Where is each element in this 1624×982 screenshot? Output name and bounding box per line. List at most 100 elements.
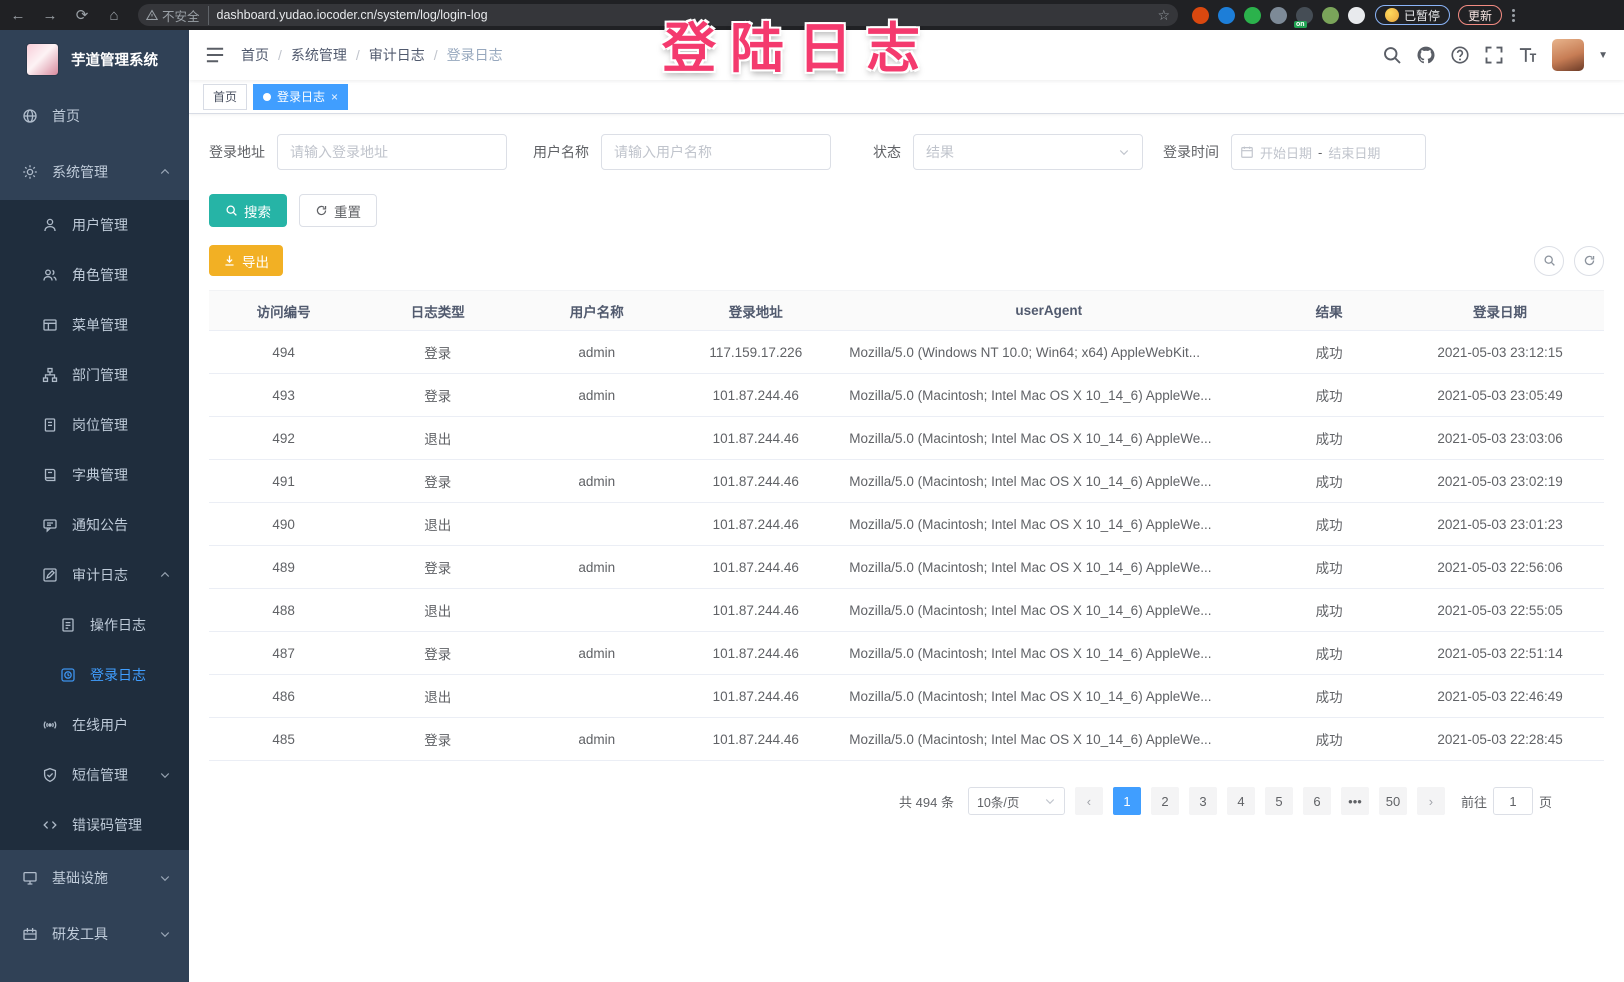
column-header-3: 登录地址 [676, 290, 836, 331]
cell-agent: Mozilla/5.0 (Macintosh; Intel Mac OS X 1… [835, 545, 1263, 589]
infra-icon [22, 870, 38, 886]
sidebar-item-16[interactable]: 研发工具 [0, 906, 189, 962]
update-chip[interactable]: 更新 [1458, 5, 1503, 25]
blue-gem-extension-icon[interactable] [1218, 6, 1235, 24]
caret-down-icon[interactable]: ▼ [1598, 49, 1608, 61]
date-range-picker[interactable]: 开始日期 - 结束日期 [1231, 134, 1426, 170]
chevron-up-icon [159, 166, 171, 178]
address-filter-label: 登录地址 [209, 144, 265, 160]
cell-date: 2021-05-03 23:03:06 [1396, 416, 1604, 460]
user-icon [42, 217, 58, 233]
security-warning[interactable]: 不安全 [146, 5, 209, 25]
page-button-50[interactable]: 50 [1378, 787, 1407, 815]
tag-1[interactable]: 登录日志 × [253, 83, 349, 110]
sidebar-item-6[interactable]: 岗位管理 [0, 400, 189, 450]
puzzle-extension-icon[interactable] [1348, 6, 1365, 24]
sidebar-item-9[interactable]: 审计日志 [0, 550, 189, 600]
cell-ip: 101.87.244.46 [676, 502, 836, 546]
username-filter-input[interactable]: 请输入用户名称 [601, 134, 831, 170]
breadcrumb-item-1[interactable]: 系统管理 [290, 47, 347, 63]
reset-button[interactable]: 重置 [299, 194, 377, 227]
update-label: 更新 [1468, 8, 1493, 23]
sidebar-item-1[interactable]: 系统管理 [0, 144, 189, 200]
sidebar-item-4[interactable]: 菜单管理 [0, 300, 189, 350]
cell-date: 2021-05-03 23:01:23 [1396, 502, 1604, 546]
browser-reload-icon[interactable]: ⟳ [75, 7, 89, 24]
cell-date: 2021-05-03 22:56:06 [1396, 545, 1604, 589]
next-page-button[interactable]: › [1416, 787, 1445, 815]
user-avatar[interactable] [1552, 39, 1585, 71]
browser-menu-icon[interactable] [1512, 8, 1516, 22]
prev-page-button[interactable]: ‹ [1074, 787, 1103, 815]
address-filter-input[interactable]: 请输入登录地址 [277, 134, 507, 170]
status-filter-select[interactable]: 结果 [913, 134, 1143, 170]
goto-page-input[interactable]: 1 [1492, 787, 1533, 815]
sidebar-item-label: 在线用户 [72, 717, 128, 733]
sidebar-item-15[interactable]: 基础设施 [0, 850, 189, 906]
filter-form: 登录地址 请输入登录地址 用户名称 请输入用户名称 状态 结果 登录时间 开始日… [209, 134, 1604, 170]
cell-id: 494 [209, 330, 359, 374]
leaf-extension-icon[interactable] [1322, 6, 1339, 24]
tag-0[interactable]: 首页 [203, 83, 248, 110]
hamburger-icon[interactable] [205, 45, 225, 65]
fullscreen-icon[interactable] [1484, 45, 1504, 65]
breadcrumb-item-2[interactable]: 审计日志 [368, 47, 425, 63]
page-button-6[interactable]: 6 [1302, 787, 1331, 815]
search-button[interactable]: 搜索 [209, 194, 287, 227]
warning-triangle-icon [146, 9, 158, 21]
time-filter-label: 登录时间 [1163, 144, 1219, 160]
sidebar-item-12[interactable]: 在线用户 [0, 700, 189, 750]
sidebar-item-2[interactable]: 用户管理 [0, 200, 189, 250]
cell-id: 485 [209, 717, 359, 761]
list-extension-icon[interactable]: on [1294, 6, 1313, 28]
github-icon[interactable] [1416, 45, 1436, 65]
chevron-down-icon [159, 872, 171, 884]
orange-ring-extension-icon[interactable] [1192, 6, 1209, 24]
sidebar-item-14[interactable]: 错误码管理 [0, 800, 189, 850]
cell-ip: 101.87.244.46 [676, 459, 836, 503]
export-button[interactable]: 导出 [209, 245, 283, 276]
sidebar-item-13[interactable]: 短信管理 [0, 750, 189, 800]
address-bar[interactable]: 不安全 dashboard.yudao.iocoder.cn/system/lo… [138, 4, 1178, 26]
cell-agent: Mozilla/5.0 (Macintosh; Intel Mac OS X 1… [835, 717, 1263, 761]
cell-type: 登录 [358, 330, 518, 374]
bookmark-star-icon[interactable]: ☆ [1157, 6, 1170, 23]
page-size-select[interactable]: 10条/页 [967, 787, 1065, 815]
sidebar-item-0[interactable]: 首页 [0, 88, 189, 144]
page-button-2[interactable]: 2 [1150, 787, 1179, 815]
sidebar-item-10[interactable]: 操作日志 [0, 600, 189, 650]
app-logo-row[interactable]: 芋道管理系统 [0, 30, 189, 88]
refresh-table-button[interactable] [1574, 245, 1604, 276]
search-icon[interactable] [1382, 45, 1402, 65]
toggle-search-button[interactable] [1534, 245, 1564, 276]
page-button-1[interactable]: 1 [1112, 787, 1141, 815]
tag-close-icon[interactable]: × [331, 89, 339, 104]
browser-forward-icon[interactable]: → [42, 6, 58, 24]
help-icon[interactable] [1450, 45, 1470, 65]
cell-date: 2021-05-03 22:46:49 [1396, 674, 1604, 718]
cell-date: 2021-05-03 23:05:49 [1396, 373, 1604, 417]
cell-agent: Mozilla/5.0 (Macintosh; Intel Mac OS X 1… [835, 631, 1263, 675]
navbar-tools: ▼ [1382, 39, 1608, 71]
sidebar-item-5[interactable]: 部门管理 [0, 350, 189, 400]
column-header-1: 日志类型 [358, 290, 518, 331]
page-button-4[interactable]: 4 [1226, 787, 1255, 815]
profile-paused-chip[interactable]: 已暂停 [1375, 5, 1451, 25]
page-button-3[interactable]: 3 [1188, 787, 1217, 815]
cell-id: 486 [209, 674, 359, 718]
main-area: 首页 / 系统管理 / 审计日志 / 登录日志 ▼ 首页 登录日志 × 登录地址 请输入登录地址… [189, 30, 1624, 982]
font-size-icon[interactable] [1518, 45, 1538, 65]
cell-ip: 101.87.244.46 [676, 373, 836, 417]
grid-extension-icon[interactable] [1270, 6, 1287, 24]
sidebar-item-8[interactable]: 通知公告 [0, 500, 189, 550]
sidebar-item-3[interactable]: 角色管理 [0, 250, 189, 300]
more-pages-button[interactable]: ••• [1340, 787, 1369, 815]
browser-home-icon[interactable]: ⌂ [109, 6, 119, 24]
sidebar-item-7[interactable]: 字典管理 [0, 450, 189, 500]
breadcrumb-item-0[interactable]: 首页 [241, 47, 269, 63]
refresh-icon [1584, 255, 1594, 266]
page-button-5[interactable]: 5 [1264, 787, 1293, 815]
green-circle-extension-icon[interactable] [1244, 6, 1261, 24]
browser-back-icon[interactable]: ← [10, 6, 26, 24]
sidebar-item-11[interactable]: 登录日志 [0, 650, 189, 700]
